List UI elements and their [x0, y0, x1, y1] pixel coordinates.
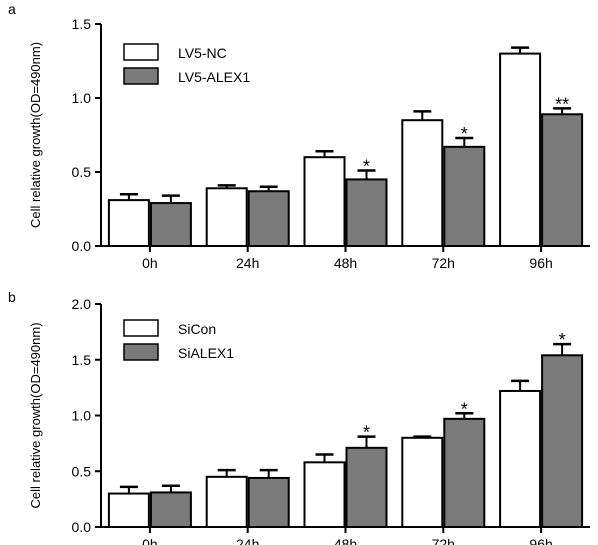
- x-tick-label: 0h: [142, 255, 158, 271]
- x-tick-label: 48h: [334, 255, 357, 271]
- y-axis-label: Cell relative growth(OD=490nm): [28, 322, 43, 508]
- x-tick-label: 96h: [529, 536, 552, 545]
- legend-swatch: [123, 343, 159, 361]
- bar-lv5-alex1: [541, 113, 584, 247]
- legend-label: SiALEX1: [178, 345, 234, 361]
- x-tick-label: 48h: [334, 536, 357, 545]
- bar-lv5-nc: [401, 119, 444, 247]
- bar-sialex1: [345, 446, 388, 528]
- y-tick-label: 1.5: [72, 352, 92, 368]
- y-tick-label: 0.0: [72, 519, 92, 535]
- significance-marker: *: [363, 423, 370, 443]
- bar-lv5-alex1: [345, 178, 388, 247]
- y-tick-label: 1.5: [72, 16, 92, 32]
- significance-marker: *: [363, 157, 370, 177]
- legend-label: LV5-ALEX1: [178, 69, 250, 85]
- bar-lv5-alex1: [247, 190, 290, 248]
- y-axis-label: Cell relative growth(OD=490nm): [28, 42, 43, 228]
- significance-marker: **: [555, 94, 569, 114]
- significance-marker: *: [461, 124, 468, 144]
- x-tick-label: 24h: [236, 255, 259, 271]
- y-tick-label: 0.0: [72, 238, 92, 254]
- bar-sicon: [205, 475, 248, 529]
- panel-label: a: [8, 1, 16, 17]
- x-tick-label: 24h: [236, 536, 259, 545]
- bar-sialex1: [247, 476, 290, 529]
- bar-lv5-nc: [205, 187, 248, 247]
- legend-swatch: [123, 43, 159, 61]
- bar-sialex1: [149, 491, 192, 528]
- y-tick-label: 1.0: [72, 90, 92, 106]
- significance-marker: *: [461, 399, 468, 419]
- bar-sicon: [303, 461, 346, 528]
- bar-sialex1: [443, 417, 486, 528]
- legend-swatch: [123, 319, 159, 337]
- bar-sialex1: [541, 354, 584, 529]
- bar-lv5-nc: [107, 199, 150, 247]
- bar-lv5-nc: [303, 156, 346, 247]
- x-tick-label: 72h: [432, 536, 455, 545]
- y-tick-label: 1.0: [72, 408, 92, 424]
- significance-marker: *: [559, 330, 566, 350]
- y-tick-label: 0.5: [72, 164, 92, 180]
- x-tick-label: 96h: [529, 255, 552, 271]
- bar-sicon: [499, 389, 542, 528]
- legend-label: SiCon: [178, 321, 216, 337]
- y-tick-label: 0.5: [72, 463, 92, 479]
- x-tick-label: 0h: [142, 536, 158, 545]
- bar-sicon: [107, 492, 150, 528]
- legend-label: LV5-NC: [178, 45, 227, 61]
- bar-lv5-alex1: [149, 202, 192, 247]
- bar-sicon: [401, 436, 444, 528]
- y-tick-label: 2.0: [72, 296, 92, 312]
- x-tick-label: 72h: [432, 255, 455, 271]
- bar-lv5-nc: [499, 52, 542, 247]
- panel-label: b: [8, 289, 16, 305]
- legend-swatch: [123, 67, 159, 85]
- bar-lv5-alex1: [443, 145, 486, 247]
